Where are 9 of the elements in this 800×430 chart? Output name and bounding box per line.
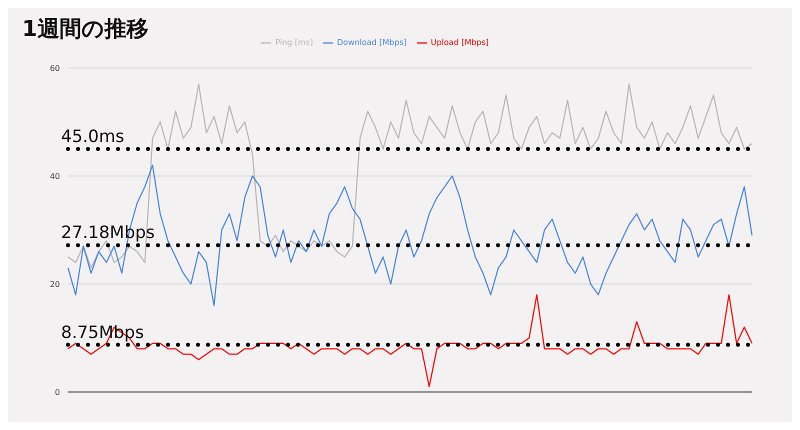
- ref-line-label: 45.0ms: [61, 127, 124, 147]
- legend-label: Ping [ms]: [275, 38, 313, 48]
- legend-label: Download [Mbps]: [336, 38, 407, 48]
- y-tick-label: 60: [50, 64, 60, 73]
- y-tick-label: 0: [54, 388, 60, 397]
- legend-label: Upload [Mbps]: [430, 38, 489, 48]
- y-tick-label: 20: [50, 280, 60, 289]
- chart-title: 1週間の推移: [22, 16, 148, 44]
- y-tick-label: 40: [50, 172, 60, 181]
